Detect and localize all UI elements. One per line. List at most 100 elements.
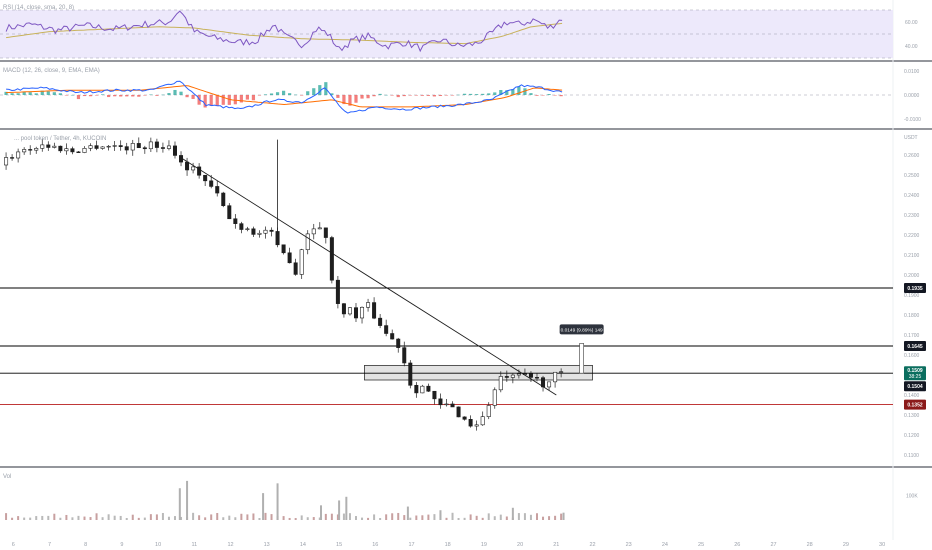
macd-histogram-bar <box>149 94 153 96</box>
candle-body <box>197 166 202 176</box>
candle-body <box>360 306 365 319</box>
candle-body <box>559 371 564 373</box>
level-1352-badge-box[interactable] <box>904 399 926 410</box>
level-1935-badge-box[interactable] <box>904 283 926 293</box>
macd-axis-label: -0.0100 <box>904 117 921 123</box>
volume-bar <box>155 514 158 520</box>
price-axis-tick: 0.2300 <box>904 213 920 219</box>
macd-histogram-bar <box>40 90 44 95</box>
level-1352-badge-text: 0.1352 <box>907 403 923 409</box>
last-price-badge-box[interactable] <box>904 366 926 381</box>
macd-histogram-bar <box>100 94 105 95</box>
macd-histogram-bar <box>547 94 551 95</box>
measure-bar[interactable] <box>579 343 584 374</box>
macd-histogram-bar <box>420 95 424 96</box>
time-axis-tick: 9 <box>120 542 123 548</box>
macd-histogram-bar <box>294 94 298 96</box>
candle-body <box>46 144 51 148</box>
candle-body <box>498 376 503 391</box>
candle-body <box>239 223 244 230</box>
candle-body <box>269 229 274 232</box>
volume-bar <box>222 517 225 520</box>
candle-body <box>329 237 334 281</box>
volume-bar <box>204 517 207 520</box>
volume-bar <box>529 514 532 520</box>
candle-body <box>468 419 473 427</box>
macd-histogram-bar <box>438 95 443 97</box>
candle-body <box>52 145 57 148</box>
volume-bar <box>107 514 110 520</box>
volume-bar <box>548 516 551 520</box>
time-axis-tick: 13 <box>264 542 270 548</box>
price-axis-tick: 0.1700 <box>904 333 920 339</box>
volume-bar <box>300 515 303 520</box>
macd-line <box>6 80 563 114</box>
volume-bar <box>457 517 460 520</box>
rsi-line <box>5 10 563 53</box>
support-1504-badge-text: 0.1504 <box>907 384 923 390</box>
volume-bar <box>149 514 152 520</box>
volume-bar <box>445 517 448 520</box>
macd-histogram-bar <box>22 91 26 95</box>
macd-histogram-bar <box>360 95 364 99</box>
volume-bar <box>306 517 309 520</box>
time-axis-tick: 11 <box>191 542 197 548</box>
candle-body <box>166 145 171 149</box>
volume-bar <box>47 515 50 520</box>
measure-label-text: 0.0149 (9.89%) 149 <box>561 327 603 333</box>
macd-histogram-bar <box>251 95 256 101</box>
macd-histogram-bar <box>456 94 461 96</box>
volume-bar <box>125 518 128 520</box>
candle-body <box>480 416 485 426</box>
macd-histogram-bar <box>529 93 533 95</box>
candle-body <box>553 371 558 383</box>
bar-countdown-text: 38:25 <box>909 374 922 380</box>
candle-body <box>251 228 256 235</box>
price-axis-tick: 0.2600 <box>904 153 920 159</box>
time-axis-tick: 8 <box>84 542 87 548</box>
volume-bar <box>324 513 327 520</box>
macd-histogram-bar <box>517 86 521 95</box>
candle-body <box>136 143 141 149</box>
macd-histogram-bar <box>125 95 129 97</box>
time-axis-tick: 25 <box>698 542 704 548</box>
descending-trendline[interactable] <box>179 156 557 396</box>
time-axis-tick: 18 <box>445 542 451 548</box>
volume-spike-bar <box>562 512 565 520</box>
candle-body <box>366 302 371 308</box>
volume-spike-bar <box>186 480 189 520</box>
macd-histogram-bar <box>209 95 213 106</box>
macd-histogram-bar <box>487 93 491 95</box>
candle-body <box>28 149 33 151</box>
price-pane-title: ... pool token / Tether, 4h, KUCOIN <box>14 136 107 142</box>
volume-bar <box>252 513 255 520</box>
candle-body <box>160 147 165 149</box>
candle-body <box>64 148 69 152</box>
candle-body <box>88 145 93 149</box>
candle-body <box>76 151 81 153</box>
volume-spike-bar <box>406 506 409 520</box>
volume-bar <box>554 515 557 520</box>
candle-body <box>100 146 105 149</box>
candle-body <box>396 338 401 348</box>
volume-bar <box>53 513 56 520</box>
support-1504-badge-box[interactable] <box>904 381 926 392</box>
macd-pane-title: MACD (12, 26, close, 9, EMA, EMA) <box>3 68 100 74</box>
level-1645-badge-box[interactable] <box>904 341 926 351</box>
volume-spike-bar <box>439 510 442 520</box>
volume-bar <box>415 515 418 520</box>
volume-bar <box>180 516 183 520</box>
candle-body <box>82 148 87 153</box>
volume-bar <box>397 512 400 520</box>
support-zone-rectangle[interactable] <box>364 364 593 381</box>
volume-bar <box>318 517 321 520</box>
volume-bar <box>336 514 339 520</box>
volume-bar <box>469 514 472 520</box>
macd-histogram-bar <box>58 93 62 95</box>
candle-body <box>263 229 268 234</box>
candle-body <box>130 143 135 151</box>
volume-bar <box>240 513 243 520</box>
candle-body <box>10 157 15 159</box>
